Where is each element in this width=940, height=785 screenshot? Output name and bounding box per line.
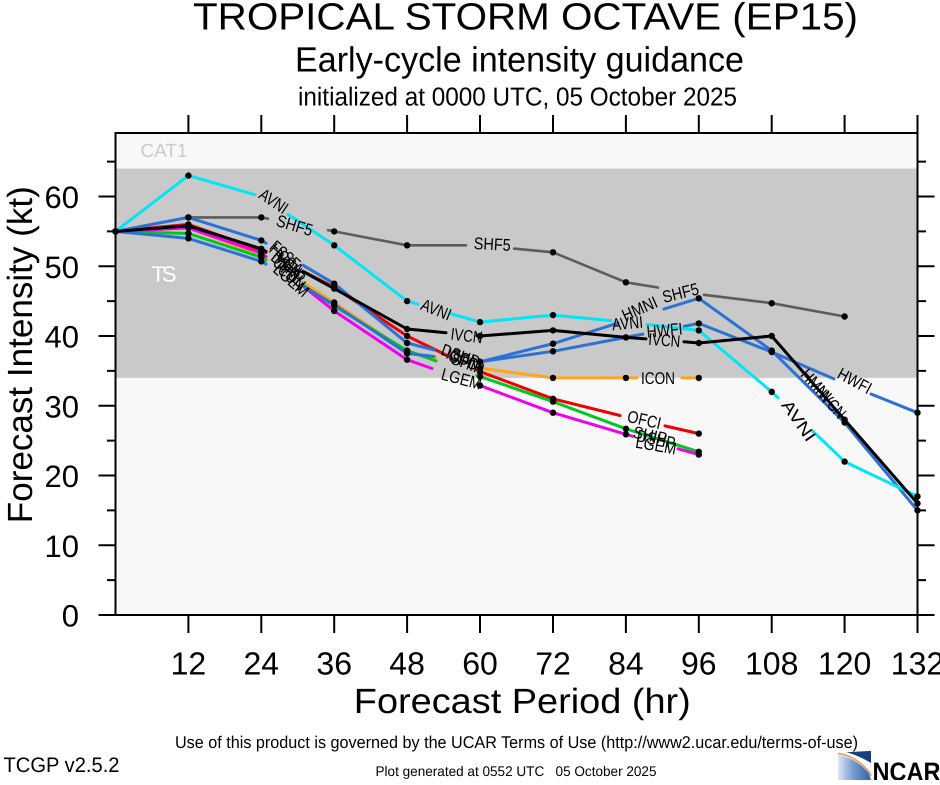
svg-text:108: 108 — [745, 646, 798, 682]
svg-text:0: 0 — [62, 599, 79, 634]
svg-text:SHF5: SHF5 — [473, 234, 511, 255]
svg-text:132: 132 — [891, 646, 940, 682]
svg-text:40: 40 — [45, 320, 79, 355]
svg-text:24: 24 — [244, 646, 280, 682]
svg-text:NCAR: NCAR — [873, 757, 940, 781]
svg-text:Use of this product is governe: Use of this product is governed by the U… — [175, 733, 858, 752]
svg-text:initialized at 0000 UTC, 05 Oc: initialized at 0000 UTC, 05 October 2025 — [298, 82, 737, 112]
svg-text:AVNI: AVNI — [611, 313, 644, 335]
svg-text:84: 84 — [608, 646, 644, 682]
svg-text:CAT1: CAT1 — [141, 141, 188, 162]
svg-text:TS: TS — [152, 262, 177, 287]
svg-text:120: 120 — [818, 646, 871, 682]
svg-text:ICON: ICON — [641, 369, 675, 388]
svg-text:10: 10 — [45, 529, 79, 564]
svg-text:Plot generated at 0552 UTC 0: Plot generated at 0552 UTC 05 October 20… — [376, 763, 657, 779]
svg-text:72: 72 — [535, 646, 571, 682]
svg-text:Early-cycle intensity guidance: Early-cycle intensity guidance — [295, 41, 744, 80]
svg-text:HWFI: HWFI — [646, 319, 684, 341]
svg-text:60: 60 — [462, 646, 498, 682]
svg-text:60: 60 — [45, 180, 79, 215]
svg-text:20: 20 — [45, 459, 79, 494]
svg-text:12: 12 — [171, 646, 207, 682]
svg-text:36: 36 — [316, 646, 352, 682]
svg-text:Forecast Period (hr): Forecast Period (hr) — [354, 682, 691, 721]
svg-text:Forecast Intensity (kt): Forecast Intensity (kt) — [1, 186, 40, 523]
svg-text:50: 50 — [45, 250, 79, 285]
svg-text:TROPICAL STORM OCTAVE (EP15): TROPICAL STORM OCTAVE (EP15) — [193, 0, 858, 39]
svg-text:TCGP v2.5.2: TCGP v2.5.2 — [4, 754, 120, 777]
svg-text:96: 96 — [681, 646, 717, 682]
svg-text:48: 48 — [389, 646, 425, 682]
svg-text:30: 30 — [45, 389, 79, 424]
